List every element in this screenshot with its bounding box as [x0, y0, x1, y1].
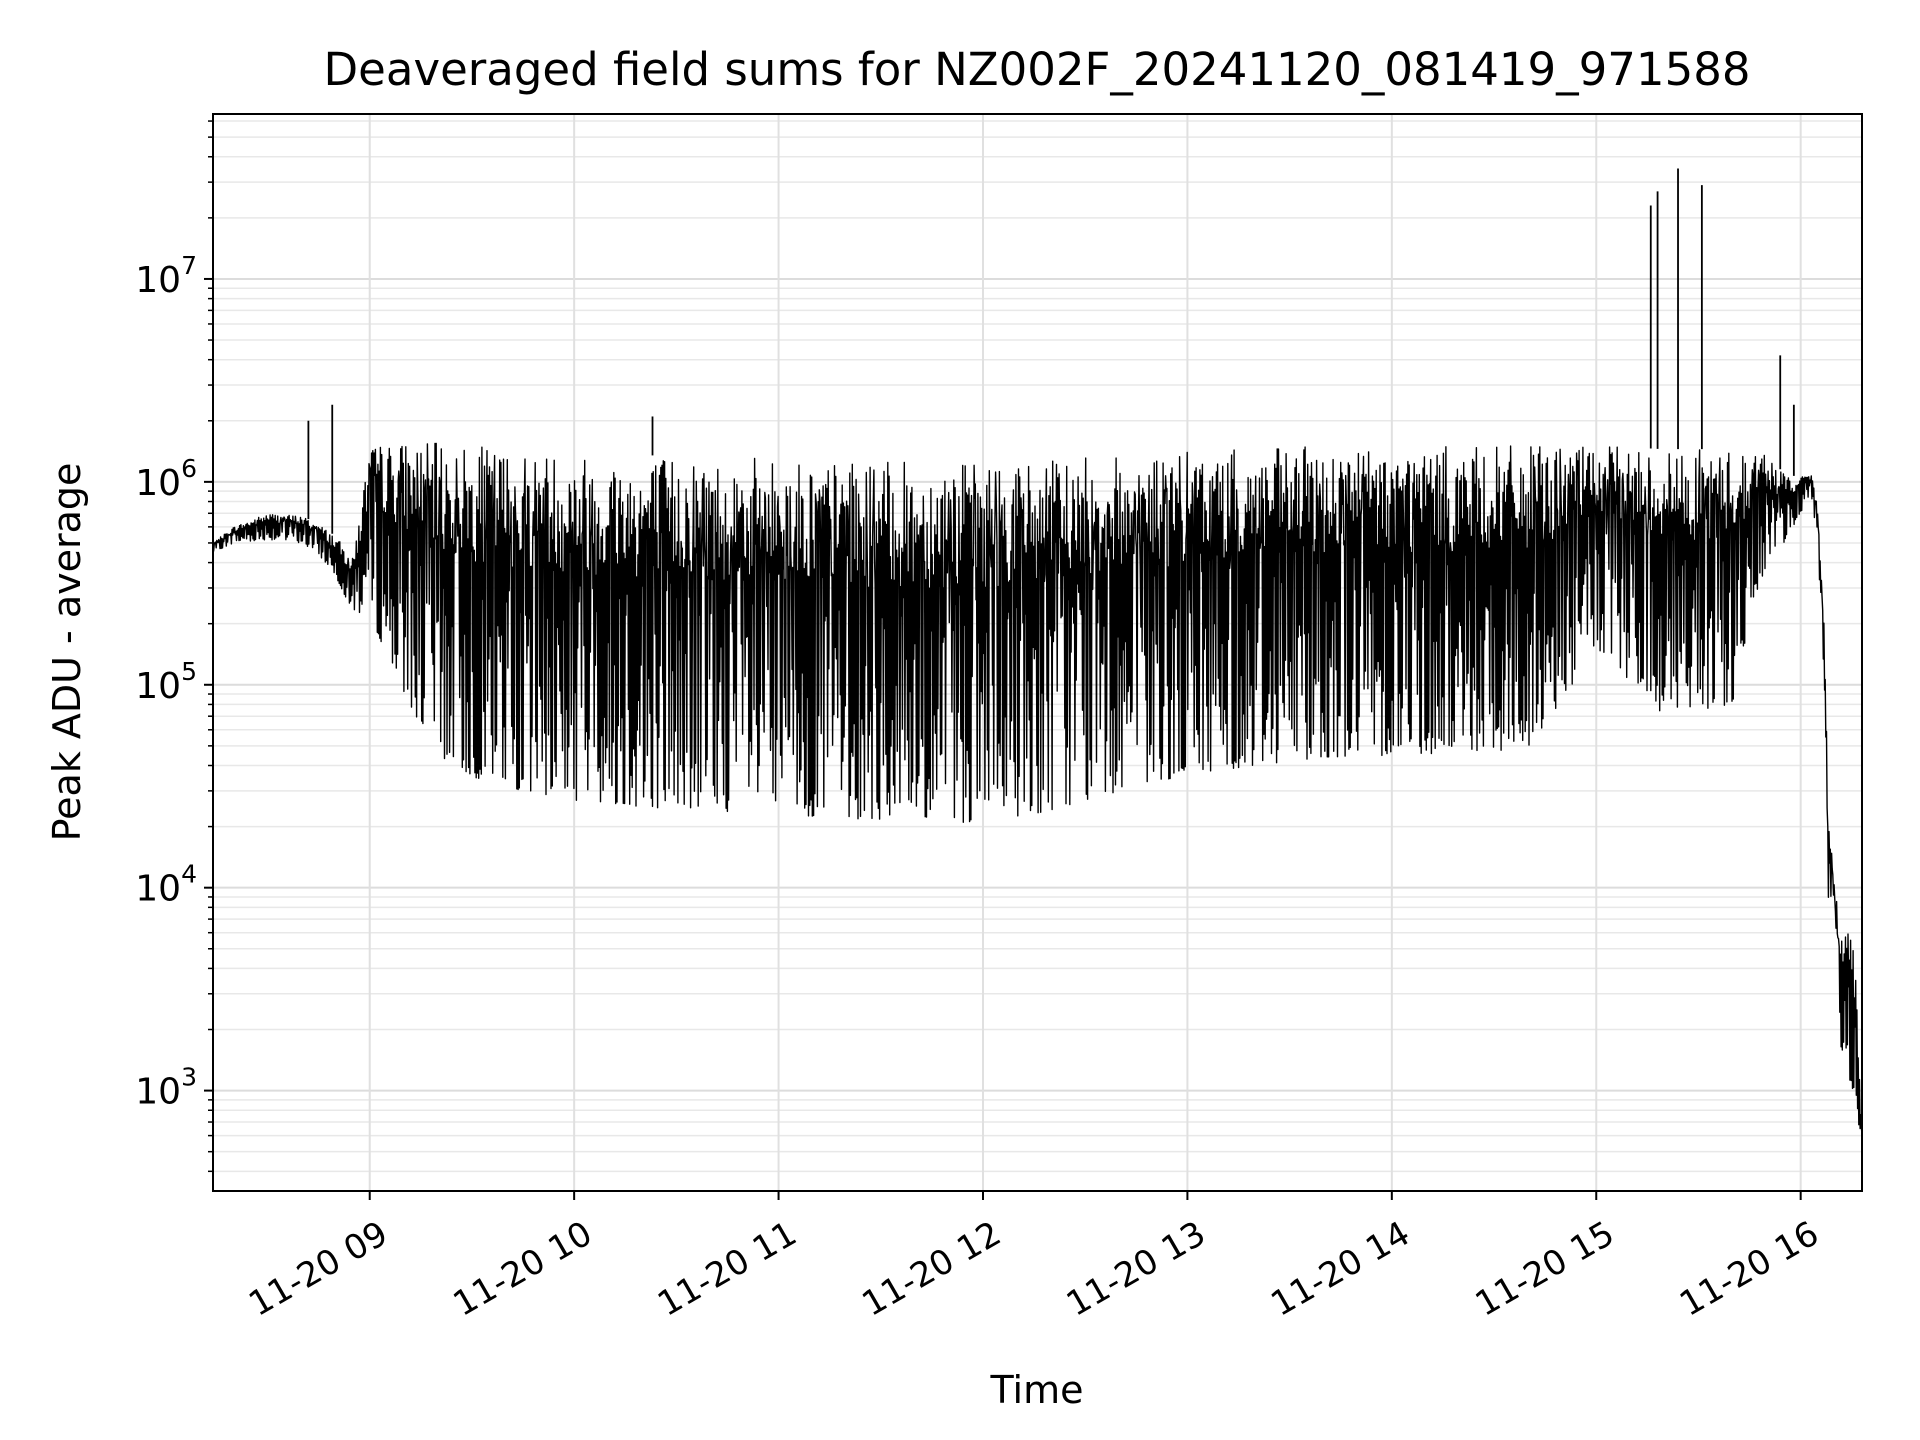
y-tick-label: 107 — [135, 251, 197, 301]
x-axis-label: Time — [990, 1368, 1084, 1412]
y-tick-label: 105 — [135, 657, 197, 707]
chart-title: Deaveraged field sums for NZ002F_2024112… — [324, 43, 1751, 96]
y-axis-label: Peak ADU - average — [45, 463, 89, 842]
y-tick-label: 106 — [135, 454, 197, 504]
data-series — [212, 168, 1863, 1137]
series-trace — [212, 442, 1863, 1137]
plot-frame — [212, 113, 1863, 1192]
y-tick-label: 103 — [135, 1063, 197, 1113]
y-tick-label: 104 — [135, 860, 197, 910]
